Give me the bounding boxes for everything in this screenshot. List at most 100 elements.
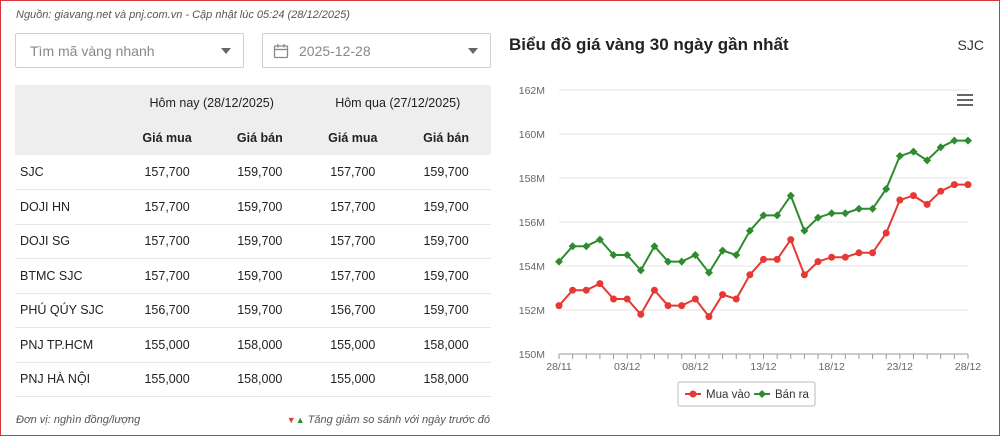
series-line	[558, 183, 968, 319]
y-tick-label: 156M	[519, 217, 545, 229]
y-tick-label: 154M	[519, 261, 545, 273]
today-sell-cell: 158,000	[215, 327, 305, 363]
yesterday-buy-cell: 157,700	[304, 155, 402, 190]
data-point	[786, 191, 795, 200]
today-buy-cell: 155,000	[119, 362, 216, 397]
row-name: PNJ TP.HCM	[15, 327, 119, 363]
hamburger-menu-icon[interactable]	[957, 94, 973, 108]
date-picker[interactable]: 2025-12-28	[262, 33, 491, 68]
today-sell-cell: 159,700	[215, 189, 305, 225]
y-tick-label: 152M	[519, 305, 545, 317]
data-point	[895, 152, 904, 160]
data-point	[718, 246, 727, 255]
today-buy-cell: 157,700	[119, 224, 216, 259]
table-row: BTMC SJC 157,700 159,700 157,700 159,700	[15, 258, 491, 294]
data-point	[719, 291, 727, 299]
today-sell-cell: 159,700	[215, 258, 305, 294]
change-legend-note: ▼▲ Tăng giảm so sánh với ngày trước đó	[287, 414, 490, 426]
data-point	[923, 200, 931, 208]
yesterday-sell-cell: 159,700	[401, 189, 491, 225]
series-line	[558, 139, 968, 275]
data-point	[896, 196, 904, 204]
data-point	[555, 257, 563, 266]
row-name: PNJ HÀ NỘI	[15, 362, 119, 397]
chart-gold-code: SJC	[957, 37, 984, 53]
yesterday-buy-cell: 155,000	[304, 362, 402, 397]
data-point	[964, 181, 972, 189]
data-point	[650, 242, 659, 251]
x-tick-label: 28/11	[546, 361, 572, 373]
row-name: DOJI HN	[15, 189, 119, 225]
arrow-down-icon: ▼	[286, 415, 296, 425]
today-buy-cell: 156,700	[119, 293, 216, 328]
today-sell-cell: 159,700	[215, 155, 305, 190]
data-point	[773, 255, 781, 263]
table-row: SJC 157,700 159,700 157,700 159,700	[15, 155, 491, 190]
table-row: DOJI SG 157,700 159,700 157,700 159,700	[15, 224, 491, 259]
unit-note: Đơn vị: nghìn đồng/lượng	[16, 414, 141, 426]
data-point	[909, 147, 918, 156]
yesterday-buy-header: Giá mua	[304, 120, 402, 155]
yesterday-buy-cell: 156,700	[304, 293, 402, 328]
data-point	[787, 236, 795, 244]
yesterday-sell-cell: 159,700	[401, 155, 491, 190]
data-point	[555, 302, 563, 310]
data-point	[855, 249, 863, 257]
data-point	[759, 211, 768, 220]
change-note-text: Tăng giảm so sánh với ngày trước đó	[307, 414, 490, 426]
data-point	[732, 251, 741, 259]
yesterday-buy-cell: 157,700	[304, 189, 402, 225]
data-point	[704, 268, 713, 277]
data-point	[650, 286, 658, 294]
data-point	[582, 242, 591, 251]
data-point	[936, 143, 945, 152]
today-header: Hôm nay (28/12/2025)	[119, 85, 305, 120]
data-point	[637, 310, 645, 318]
today-buy-cell: 157,700	[119, 258, 216, 294]
yesterday-buy-cell: 155,000	[304, 327, 402, 363]
gold-code-search-select[interactable]: Tìm mã vàng nhanh	[15, 33, 244, 68]
data-point	[827, 209, 836, 218]
yesterday-header: Hôm qua (27/12/2025)	[304, 85, 491, 120]
legend-label-sell: Bán ra	[775, 389, 809, 401]
row-name: BTMC SJC	[15, 258, 119, 294]
data-point	[760, 255, 767, 263]
data-point	[950, 181, 958, 189]
data-point	[964, 136, 972, 145]
data-point	[828, 253, 836, 261]
yesterday-sell-cell: 158,000	[401, 362, 491, 397]
data-point	[678, 302, 686, 310]
date-value: 2025-12-28	[299, 42, 371, 59]
yesterday-sell-cell: 158,000	[401, 327, 491, 363]
x-tick-label: 08/12	[682, 361, 708, 373]
chart-legend	[677, 381, 816, 407]
empty-header	[15, 85, 119, 120]
y-tick-label: 160M	[519, 129, 545, 141]
legend-marker-sell	[758, 390, 766, 398]
calendar-icon	[273, 44, 289, 59]
data-point	[909, 192, 917, 200]
table-row: PHÚ QÚY SJC 156,700 159,700 156,700 159,700	[15, 293, 491, 328]
x-tick-label: 28/12	[955, 361, 981, 373]
empty-header	[15, 120, 119, 155]
today-buy-cell: 157,700	[119, 189, 216, 225]
data-point	[582, 286, 590, 294]
data-point	[937, 187, 945, 195]
table-row: DOJI HN 157,700 159,700 157,700 159,700	[15, 189, 491, 225]
row-name: DOJI SG	[15, 224, 119, 259]
legend-label-buy: Mua vào	[706, 389, 750, 401]
data-point	[691, 251, 700, 259]
data-point	[854, 204, 863, 213]
data-point	[923, 156, 932, 165]
yesterday-buy-cell: 157,700	[304, 224, 402, 259]
today-sell-header: Giá bán	[215, 120, 305, 155]
row-name: PHÚ QÚY SJC	[15, 293, 119, 328]
today-buy-header: Giá mua	[119, 120, 216, 155]
x-tick-label: 03/12	[614, 361, 640, 373]
data-point	[814, 258, 822, 266]
data-point	[636, 266, 645, 275]
yesterday-sell-cell: 159,700	[401, 293, 491, 328]
data-point	[773, 211, 782, 220]
chevron-down-icon	[221, 48, 231, 54]
y-tick-label: 158M	[519, 173, 545, 185]
